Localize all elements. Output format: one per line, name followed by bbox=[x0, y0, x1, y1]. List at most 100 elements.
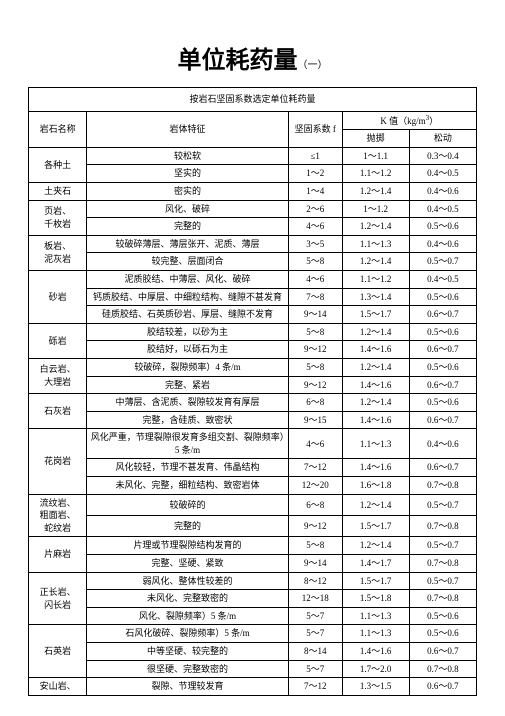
coef-cell: 9～12 bbox=[288, 341, 342, 359]
rock-name-cell: 石英岩 bbox=[29, 625, 87, 678]
feature-cell: 完整、坚硬、紧致 bbox=[87, 555, 289, 573]
table-row: 片麻岩片理或节理裂隙结构发育的5～81.2～1.40.5～0.7 bbox=[29, 537, 477, 555]
feature-cell: 片理或节理裂隙结构发育的 bbox=[87, 537, 289, 555]
k2-cell: 0.5～0.7 bbox=[409, 537, 476, 555]
k1-cell: 1.2～1.4 bbox=[342, 323, 409, 341]
header-kval: K 值（kg/m3） bbox=[342, 111, 476, 130]
k2-cell: 0.6～0.7 bbox=[409, 643, 476, 661]
k2-cell: 0.4～0.5 bbox=[409, 165, 476, 183]
table-caption-row: 按岩石坚固系数选定单位耗药量 bbox=[29, 88, 477, 112]
rock-name-cell: 各种土 bbox=[29, 147, 87, 182]
feature-cell: 较破碎，裂隙频率）4 条/m bbox=[87, 358, 289, 376]
title-sub: （一） bbox=[298, 60, 328, 71]
coef-cell: 1～2 bbox=[288, 165, 342, 183]
coef-cell: 12～20 bbox=[288, 477, 342, 495]
rock-name-cell: 石灰岩 bbox=[29, 394, 87, 429]
feature-cell: 风化、破碎 bbox=[87, 200, 289, 218]
rock-name-cell: 页岩、千枚岩 bbox=[29, 200, 87, 235]
coef-cell: 9～12 bbox=[288, 376, 342, 394]
k2-cell: 0.6～0.7 bbox=[409, 459, 476, 477]
k1-cell: 1.2～1.4 bbox=[342, 253, 409, 271]
feature-cell: 较松软 bbox=[87, 147, 289, 165]
k1-cell: 1.4～1.7 bbox=[342, 555, 409, 573]
k1-cell: 1.7～2.0 bbox=[342, 660, 409, 678]
feature-cell: 风化较轻，节理不甚发育、伟晶结构 bbox=[87, 459, 289, 477]
header-feature: 岩体特征 bbox=[87, 111, 289, 147]
table-row: 钙质胶结、中厚层、中细粒结构、缝隙不甚发育7～81.3～1.40.5～0.6 bbox=[29, 288, 477, 306]
feature-cell: 较破碎薄层、薄层张开、泥质、薄层 bbox=[87, 235, 289, 253]
table-row: 各种土较松软≤11～1.10.3～0.4 bbox=[29, 147, 477, 165]
k2-cell: 0.5～0.7 bbox=[409, 572, 476, 590]
k2-cell: 0.4～0.6 bbox=[409, 429, 476, 459]
coef-cell: 3～5 bbox=[288, 235, 342, 253]
title-main: 单位耗药量 bbox=[178, 47, 298, 74]
table-row: 土夹石密实的1～41.2～1.40.4～0.6 bbox=[29, 182, 477, 200]
rock-name-cell: 片麻岩 bbox=[29, 537, 87, 572]
header-k1: 抛掷 bbox=[342, 130, 409, 148]
table-row: 胶结好，以砾石为主9～121.4～1.60.6～0.7 bbox=[29, 341, 477, 359]
coef-cell: 5～8 bbox=[288, 358, 342, 376]
coef-cell: 4～6 bbox=[288, 429, 342, 459]
rock-name-cell: 砂岩 bbox=[29, 270, 87, 323]
k2-cell: 0.5～0.6 bbox=[409, 394, 476, 412]
k2-cell: 0.5～0.7 bbox=[409, 253, 476, 271]
feature-cell: 完整的 bbox=[87, 218, 289, 236]
feature-cell: 石风化破碎、裂隙频率）5 条/m bbox=[87, 625, 289, 643]
table-row: 完整、紧岩9～121.4～1.60.6～0.7 bbox=[29, 376, 477, 394]
coef-cell: 5～7 bbox=[288, 607, 342, 625]
k2-cell: 0.4～0.6 bbox=[409, 182, 476, 200]
table-row: 风化较轻，节理不甚发育、伟晶结构7～121.4～1.60.6～0.7 bbox=[29, 459, 477, 477]
k2-cell: 0.7～0.8 bbox=[409, 555, 476, 573]
table-row: 白云岩、大理岩较破碎，裂隙频率）4 条/m5～81.2～1.40.5～0.6 bbox=[29, 358, 477, 376]
k2-cell: 0.5～0.6 bbox=[409, 218, 476, 236]
rock-name-cell: 流纹岩、粗面岩、蛇纹岩 bbox=[29, 494, 87, 537]
k1-cell: 1.1～1.2 bbox=[342, 165, 409, 183]
feature-cell: 坚实的 bbox=[87, 165, 289, 183]
coef-cell: 7～12 bbox=[288, 459, 342, 477]
coef-cell: 5～7 bbox=[288, 660, 342, 678]
feature-cell: 未风化、完整致密的 bbox=[87, 590, 289, 608]
k2-cell: 0.6～0.7 bbox=[409, 678, 476, 696]
feature-cell: 较破碎的 bbox=[87, 494, 289, 515]
feature-cell: 完整，含硅质、致密状 bbox=[87, 411, 289, 429]
k1-cell: 1.4～1.6 bbox=[342, 341, 409, 359]
coef-cell: 9～12 bbox=[288, 516, 342, 537]
k1-cell: 1.1～1.2 bbox=[342, 270, 409, 288]
rock-name-cell: 板岩、泥灰岩 bbox=[29, 235, 87, 270]
header-coef: 坚固系数 f bbox=[288, 111, 342, 147]
k2-cell: 0.4～0.5 bbox=[409, 200, 476, 218]
page: 单位耗药量（一） 按岩石坚固系数选定单位耗药量 岩石名称 岩体特征 坚固系数 f… bbox=[0, 0, 505, 716]
k1-cell: 1.5～1.7 bbox=[342, 516, 409, 537]
k2-cell: 0.6～0.7 bbox=[409, 306, 476, 324]
table-row: 正长岩、闪长岩弱风化、整体性较差的8～121.5～1.70.5～0.7 bbox=[29, 572, 477, 590]
feature-cell: 较完整、层面闭合 bbox=[87, 253, 289, 271]
table-row: 页岩、千枚岩风化、破碎2～61～1.20.4～0.5 bbox=[29, 200, 477, 218]
coef-cell: 4～6 bbox=[288, 270, 342, 288]
k2-cell: 0.6～0.7 bbox=[409, 341, 476, 359]
table-row: 未风化、完整，细粒结构、致密岩体12～201.6～1.80.7～0.8 bbox=[29, 477, 477, 495]
rock-name-cell: 花岗岩 bbox=[29, 429, 87, 494]
header-name: 岩石名称 bbox=[29, 111, 87, 147]
rock-name-cell: 白云岩、大理岩 bbox=[29, 358, 87, 393]
table-row: 完整、坚硬、紧致9～141.4～1.70.7～0.8 bbox=[29, 555, 477, 573]
page-title: 单位耗药量（一） bbox=[28, 40, 477, 75]
feature-cell: 钙质胶结、中厚层、中细粒结构、缝隙不甚发育 bbox=[87, 288, 289, 306]
k1-cell: 1.3～1.4 bbox=[342, 288, 409, 306]
table-row: 花岗岩风化严重，节理裂隙很发育多组交割、裂隙频率）5 条/m4～61.1～1.3… bbox=[29, 429, 477, 459]
table-row: 石灰岩中薄层、含泥质、裂隙较发育有厚层6～81.2～1.40.5～0.6 bbox=[29, 394, 477, 412]
k1-cell: 1.2～1.4 bbox=[342, 358, 409, 376]
feature-cell: 中等坚硬、较完整的 bbox=[87, 643, 289, 661]
k2-cell: 0.6～0.7 bbox=[409, 376, 476, 394]
k2-cell: 0.5～0.7 bbox=[409, 494, 476, 515]
header-k2: 松动 bbox=[409, 130, 476, 148]
coef-cell: 2～6 bbox=[288, 200, 342, 218]
coef-cell: 5～8 bbox=[288, 323, 342, 341]
coef-cell: 12～18 bbox=[288, 590, 342, 608]
feature-cell: 密实的 bbox=[87, 182, 289, 200]
coef-cell: 9～15 bbox=[288, 411, 342, 429]
k2-cell: 0.3～0.4 bbox=[409, 147, 476, 165]
rock-name-cell: 砾岩 bbox=[29, 323, 87, 358]
k2-cell: 0.6～0.7 bbox=[409, 411, 476, 429]
k1-cell: 1.1～1.3 bbox=[342, 235, 409, 253]
feature-cell: 风化严重，节理裂隙很发育多组交割、裂隙频率）5 条/m bbox=[87, 429, 289, 459]
